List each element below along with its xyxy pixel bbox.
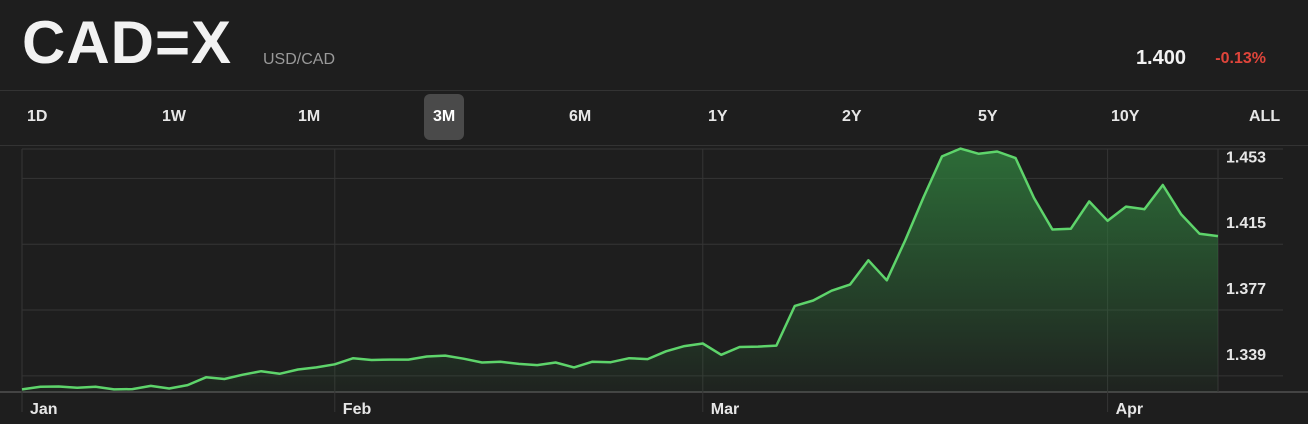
tab-1d[interactable]: 1D (27, 108, 48, 125)
y-tick-label: 1.339 (1226, 347, 1266, 364)
y-tick-label: 1.415 (1226, 215, 1266, 232)
tab-10y[interactable]: 10Y (1111, 108, 1140, 125)
range-tabs: 1D 1W 1M 3M 6M 1Y 2Y 5Y 10Y ALL (0, 94, 1308, 142)
price-change: -0.13% (1215, 50, 1266, 67)
price-area (22, 148, 1218, 392)
tab-1y[interactable]: 1Y (708, 108, 728, 125)
price-chart[interactable]: 1.453 1.415 1.377 1.339 Jan Feb Mar Apr (0, 146, 1308, 424)
x-tick-label: Jan (30, 401, 58, 418)
y-axis: 1.453 1.415 1.377 1.339 (1226, 149, 1266, 363)
price-line (21, 147, 1219, 391)
current-price: 1.400 (1135, 47, 1186, 69)
quote-header: CAD=X USD/CAD 1.400 -0.13% (0, 0, 1308, 90)
pair-name: USD/CAD (263, 51, 336, 68)
x-tick-label: Feb (343, 401, 372, 418)
x-tick-label: Mar (711, 401, 739, 418)
tab-1m[interactable]: 1M (298, 108, 321, 125)
tabs-divider (0, 145, 1308, 146)
tab-5y[interactable]: 5Y (978, 108, 998, 125)
tab-all[interactable]: ALL (1249, 108, 1281, 125)
header-divider (0, 90, 1308, 91)
x-axis: Jan Feb Mar Apr (30, 401, 1143, 418)
tab-3m[interactable]: 3M (424, 94, 465, 140)
tab-6m[interactable]: 6M (569, 108, 592, 125)
ticker-symbol: CAD=X (22, 9, 233, 76)
tab-1w[interactable]: 1W (162, 108, 186, 125)
tab-2y[interactable]: 2Y (842, 108, 862, 125)
y-tick-label: 1.453 (1226, 149, 1266, 166)
y-tick-label: 1.377 (1226, 281, 1266, 298)
x-tick-label: Apr (1116, 401, 1144, 418)
